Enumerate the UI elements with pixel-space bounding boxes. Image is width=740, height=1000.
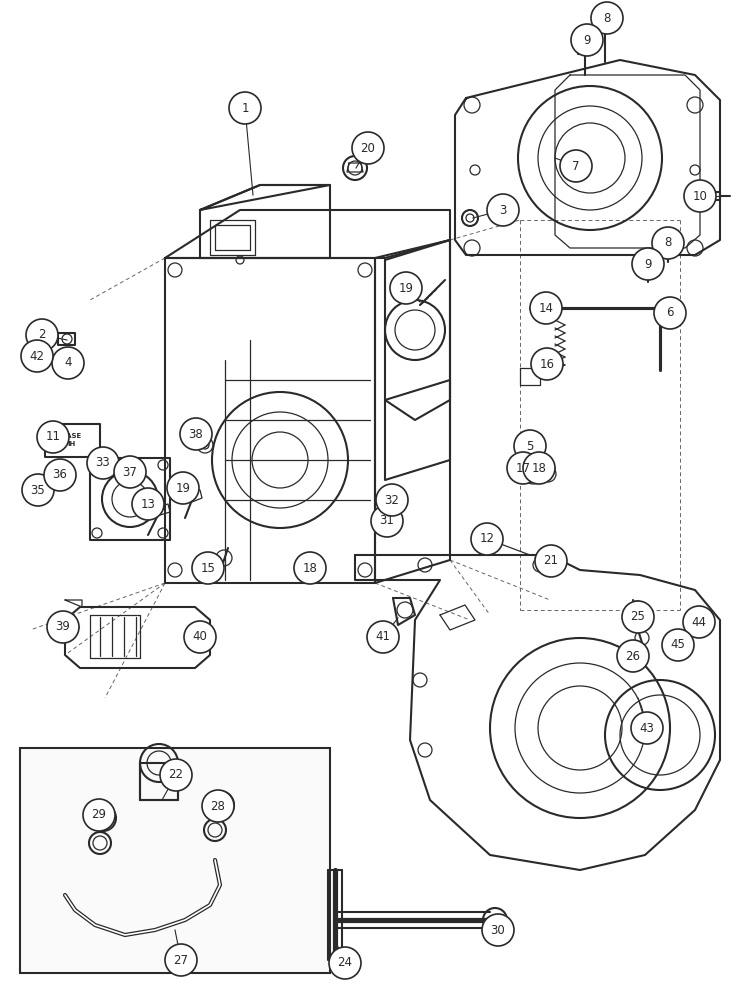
- Circle shape: [662, 629, 694, 661]
- Circle shape: [530, 292, 562, 324]
- Circle shape: [531, 348, 563, 380]
- Circle shape: [591, 2, 623, 34]
- Text: 8: 8: [603, 11, 610, 24]
- Circle shape: [482, 914, 514, 946]
- Circle shape: [329, 947, 361, 979]
- Circle shape: [622, 601, 654, 633]
- Circle shape: [21, 340, 53, 372]
- Text: 36: 36: [53, 468, 67, 482]
- Bar: [20, 748, 330, 973]
- Circle shape: [26, 319, 58, 351]
- Text: 9: 9: [645, 257, 652, 270]
- Text: 21: 21: [543, 554, 559, 568]
- Text: 24: 24: [337, 956, 352, 970]
- Text: 22: 22: [169, 768, 184, 782]
- Text: 5: 5: [526, 440, 534, 452]
- Text: 13: 13: [141, 497, 155, 510]
- Circle shape: [294, 552, 326, 584]
- Circle shape: [22, 474, 54, 506]
- Circle shape: [167, 472, 199, 504]
- Text: 45: 45: [670, 639, 685, 652]
- Circle shape: [631, 712, 663, 744]
- Text: 25: 25: [630, 610, 645, 624]
- Circle shape: [507, 452, 539, 484]
- Text: 17: 17: [516, 462, 531, 475]
- Text: CASE
IH: CASE IH: [62, 434, 82, 446]
- Circle shape: [202, 790, 234, 822]
- Text: 16: 16: [539, 358, 554, 370]
- Circle shape: [654, 297, 686, 329]
- Circle shape: [180, 418, 212, 450]
- Text: 18: 18: [531, 462, 546, 475]
- Text: 31: 31: [380, 514, 394, 528]
- Text: 43: 43: [639, 722, 654, 734]
- Circle shape: [487, 194, 519, 226]
- Circle shape: [165, 944, 197, 976]
- Text: 7: 7: [572, 159, 579, 172]
- Circle shape: [371, 505, 403, 537]
- Circle shape: [87, 447, 119, 479]
- Circle shape: [523, 452, 555, 484]
- Circle shape: [471, 523, 503, 555]
- Text: 42: 42: [30, 350, 44, 362]
- Text: 29: 29: [92, 808, 107, 822]
- Circle shape: [192, 552, 224, 584]
- Text: 19: 19: [175, 482, 190, 494]
- Circle shape: [617, 640, 649, 672]
- Circle shape: [652, 227, 684, 259]
- Text: 20: 20: [360, 141, 375, 154]
- Text: 40: 40: [192, 631, 207, 644]
- Circle shape: [160, 759, 192, 791]
- Text: 27: 27: [173, 954, 189, 966]
- Circle shape: [683, 606, 715, 638]
- Text: 37: 37: [123, 466, 138, 479]
- Text: 19: 19: [399, 282, 414, 294]
- Circle shape: [632, 248, 664, 280]
- Text: 8: 8: [665, 236, 672, 249]
- Circle shape: [37, 421, 69, 453]
- Text: 38: 38: [189, 428, 204, 440]
- Text: 30: 30: [491, 924, 505, 936]
- Circle shape: [514, 430, 546, 462]
- Text: 28: 28: [211, 800, 226, 812]
- Circle shape: [560, 150, 592, 182]
- Circle shape: [229, 92, 261, 124]
- Text: 18: 18: [303, 562, 317, 574]
- Circle shape: [132, 488, 164, 520]
- Circle shape: [535, 545, 567, 577]
- Circle shape: [184, 621, 216, 653]
- Text: 4: 4: [64, 357, 72, 369]
- Text: 11: 11: [45, 430, 61, 444]
- Circle shape: [390, 272, 422, 304]
- Text: 6: 6: [666, 306, 673, 320]
- Circle shape: [367, 621, 399, 653]
- Text: 14: 14: [539, 302, 554, 314]
- Circle shape: [83, 799, 115, 831]
- Circle shape: [376, 484, 408, 516]
- Text: 12: 12: [480, 532, 494, 546]
- Text: 2: 2: [38, 328, 46, 342]
- Text: 39: 39: [56, 620, 70, 634]
- Text: 44: 44: [691, 615, 707, 629]
- Text: 33: 33: [95, 456, 110, 470]
- Text: 15: 15: [201, 562, 215, 574]
- Text: 35: 35: [30, 484, 45, 496]
- Text: 9: 9: [583, 33, 591, 46]
- Circle shape: [571, 24, 603, 56]
- Circle shape: [352, 132, 384, 164]
- Circle shape: [114, 456, 146, 488]
- Circle shape: [52, 347, 84, 379]
- Text: 26: 26: [625, 650, 641, 662]
- Text: 1: 1: [241, 102, 249, 114]
- Text: 41: 41: [375, 631, 391, 644]
- Text: 3: 3: [500, 204, 507, 217]
- Text: 32: 32: [385, 493, 400, 506]
- Circle shape: [684, 180, 716, 212]
- Text: 10: 10: [693, 190, 707, 202]
- Circle shape: [44, 459, 76, 491]
- Circle shape: [47, 611, 79, 643]
